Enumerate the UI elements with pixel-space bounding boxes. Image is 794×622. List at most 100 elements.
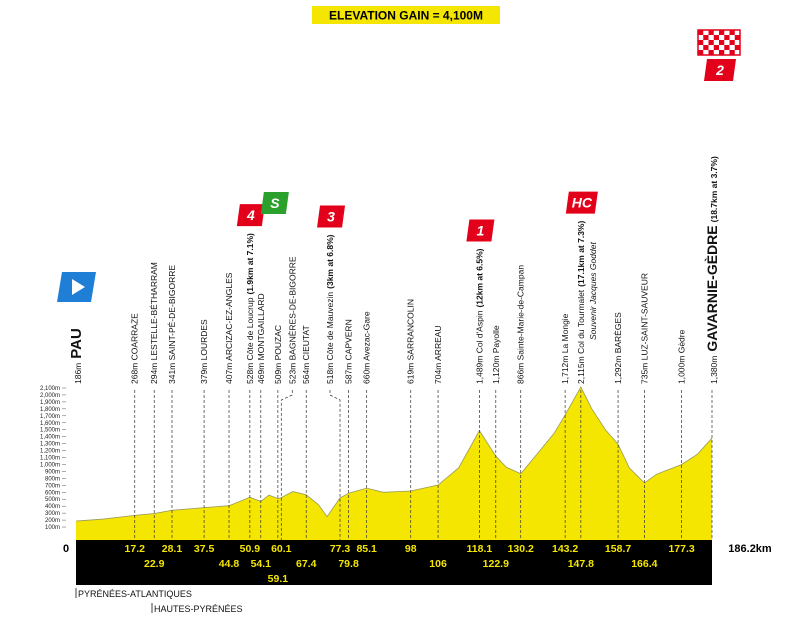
- waypoint-line: [280, 390, 293, 540]
- waypoint-label: 587m CAPVERN: [344, 319, 354, 384]
- waypoint-label: 2,115m Col du Tourmalet (17.1km at 7.3%): [576, 220, 586, 384]
- title-box: [312, 6, 500, 24]
- km-label: 54.1: [251, 558, 272, 570]
- waypoint-line: [329, 390, 341, 540]
- category-flag: [704, 59, 736, 81]
- waypoint-label: 564m CIEUTAT: [301, 325, 311, 384]
- km-label: 106: [429, 558, 447, 570]
- km-label: 59.1: [268, 573, 289, 585]
- waypoint-name: 379m LOURDES: [199, 319, 209, 384]
- waypoint-label: 660m Avezac-Gare: [362, 311, 372, 384]
- y-tick-label: 400m: [45, 504, 60, 510]
- checker-square: [713, 35, 719, 40]
- km-label: 37.5: [194, 543, 215, 555]
- waypoint-label: 518m Côte de Mauvezin (3km at 6.8%): [325, 234, 335, 384]
- distance-band: [76, 540, 712, 585]
- waypoint-name: 523m BAGNÈRES-DE-BIGORRE: [287, 256, 297, 384]
- waypoint-name: 1,292m BARÈGES: [613, 312, 623, 384]
- km-label: 118.1: [467, 543, 493, 555]
- waypoint-name: 1,712m La Mongie: [560, 313, 570, 384]
- waypoint-name: 619m SARRANCOLIN: [406, 299, 416, 384]
- y-tick-label: 300m: [45, 511, 60, 517]
- y-tick-label: 100m: [45, 525, 60, 531]
- x-tick-label: 186.2km: [728, 543, 772, 555]
- x-tick-label: 0: [63, 543, 69, 555]
- waypoint-name: 268m COARRAZE: [130, 313, 140, 384]
- km-label: 60.1: [271, 543, 292, 555]
- y-tick-label: 1,900m: [40, 400, 60, 406]
- category-label: 2: [715, 62, 724, 78]
- y-tick-label: 1,200m: [40, 449, 60, 455]
- km-label: 17.2: [125, 543, 146, 555]
- checker-square: [713, 45, 719, 50]
- finish-name: GAVARNIE-GÈDRE: [704, 225, 720, 351]
- y-tick-label: 1,400m: [40, 435, 60, 441]
- km-label: 147.8: [568, 558, 594, 570]
- waypoint-label: 1,120m Payolle: [491, 325, 501, 384]
- waypoint-name: 660m Avezac-Gare: [362, 311, 372, 384]
- km-label: 79.8: [338, 558, 359, 570]
- y-tick-label: 1,100m: [40, 456, 60, 462]
- y-tick-label: 800m: [45, 476, 60, 482]
- waypoint-label: 469m MONTGAILLARD: [256, 293, 266, 384]
- waypoint-label: 1,489m Col d'Aspin (12km at 6.5%): [474, 248, 484, 384]
- category-label: S: [270, 195, 280, 211]
- climb-detail: (1.9km at 7.1%): [245, 233, 255, 295]
- waypoint-name: 341m SAINT-PÉ-DE-BIGORRE: [167, 265, 177, 384]
- waypoint-label: 704m ARREAU: [433, 325, 443, 384]
- km-label: 98: [405, 543, 417, 555]
- checker-square: [719, 40, 725, 45]
- chart-title: ELEVATION GAIN = 4,100M: [329, 9, 483, 23]
- waypoint-label: 268m COARRAZE: [130, 313, 140, 384]
- profile-line: [75, 386, 713, 522]
- waypoint-name: 1,000m Gèdre: [677, 329, 687, 384]
- km-label: 44.8: [219, 558, 240, 570]
- checker-square: [719, 30, 725, 35]
- checker-square: [708, 40, 714, 45]
- y-tick-label: 900m: [45, 469, 60, 475]
- region-label: HAUTES-PYRÉNÉES: [154, 604, 243, 614]
- category-flag: [236, 204, 265, 227]
- km-label: 50.9: [240, 543, 261, 555]
- start-elevation: 186m: [73, 363, 83, 384]
- checker-square: [734, 45, 740, 50]
- checker-square: [703, 35, 709, 40]
- y-tick-label: 1,500m: [40, 428, 60, 434]
- y-tick-label: 500m: [45, 497, 60, 503]
- waypoint-label: 735m LUZ-SAINT-SAUVEUR: [639, 273, 649, 384]
- waypoint-name: 509m POUZAC: [273, 325, 283, 384]
- y-tick-label: 1,700m: [40, 414, 60, 420]
- km-label: 143.2: [552, 543, 578, 555]
- waypoint-label: 407m ARCIZAC-EZ-ANGLES: [224, 272, 234, 384]
- waypoint-name: 1,120m Payolle: [491, 325, 501, 384]
- area-fill: [76, 386, 712, 540]
- checker-square: [729, 50, 735, 55]
- checker-square: [734, 35, 740, 40]
- category-label: 4: [246, 207, 255, 223]
- waypoint-label: 509m POUZAC: [273, 325, 283, 384]
- category-label: 1: [476, 222, 484, 238]
- checker-square: [729, 40, 735, 45]
- checker-square: [708, 50, 714, 55]
- waypoint-name: 469m MONTGAILLARD: [256, 293, 266, 384]
- category-flag: [466, 219, 495, 242]
- y-tick-label: 1,800m: [40, 407, 60, 413]
- waypoint-label: 1,292m BARÈGES: [613, 312, 623, 384]
- category-flag: [317, 205, 346, 228]
- checker-square: [724, 45, 730, 50]
- y-tick-label: 1,000m: [40, 462, 60, 468]
- y-tick-label: 2,000m: [40, 393, 60, 399]
- km-label: 166.4: [631, 558, 657, 570]
- waypoint-label: 866m Sainte-Marie-de-Campan: [516, 265, 526, 384]
- checker-square: [724, 35, 730, 40]
- km-label: 158.7: [605, 543, 631, 555]
- y-tick-label: 700m: [45, 483, 60, 489]
- waypoint-name: 587m CAPVERN: [344, 319, 354, 384]
- y-tick-label: 1,600m: [40, 421, 60, 427]
- km-label: 85.1: [356, 543, 377, 555]
- climb-detail: (3km at 6.8%): [325, 234, 335, 288]
- waypoint-label: 1,712m La Mongie: [560, 313, 570, 384]
- start-arrow: [72, 279, 85, 295]
- km-label: 22.9: [144, 558, 165, 570]
